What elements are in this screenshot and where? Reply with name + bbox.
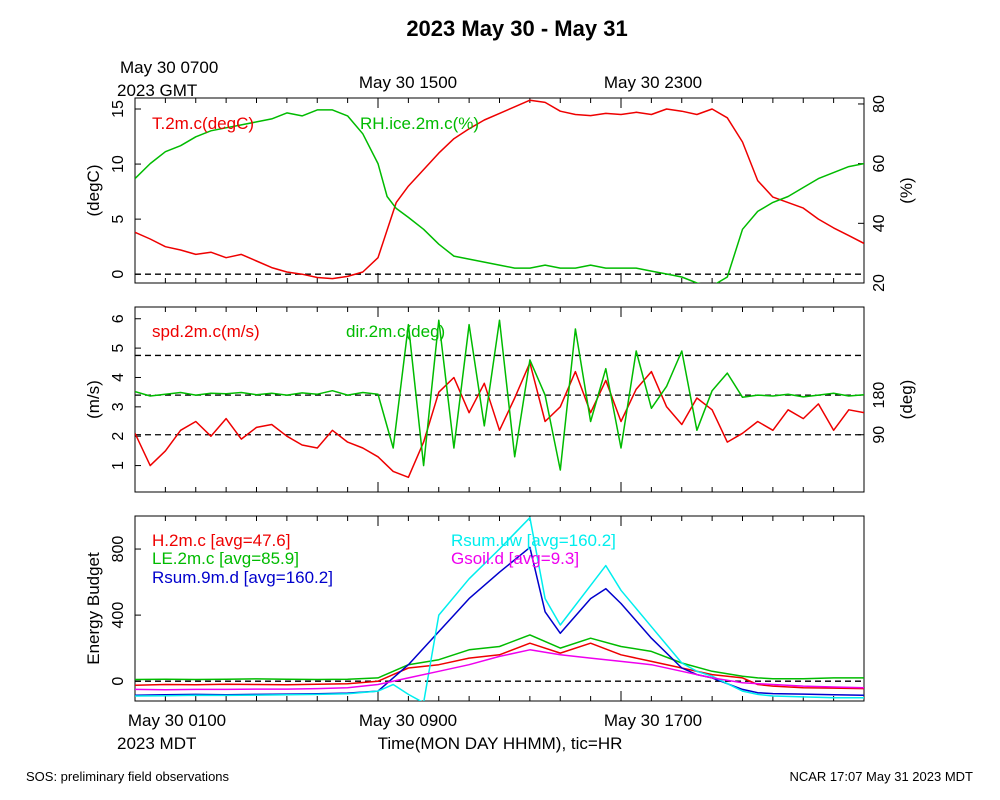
temp-series-1-line bbox=[135, 109, 864, 283]
legend-rh: RH.ice.2m.c(%) bbox=[360, 114, 479, 133]
temp-y-axis-label: (degC) bbox=[84, 165, 103, 217]
temp-y-tick-label: 10 bbox=[110, 155, 127, 173]
wind-y-right-tick-label: 90 bbox=[871, 426, 888, 444]
legend-spd: spd.2m.c(m/s) bbox=[152, 322, 260, 341]
energy-series-3-line bbox=[135, 516, 864, 701]
temp-y-right-axis-label: (%) bbox=[897, 177, 916, 203]
bottom-right-label: May 30 1700 bbox=[604, 711, 702, 730]
footer-left: SOS: preliminary field observations bbox=[26, 769, 230, 784]
wind-series-0-line bbox=[135, 362, 864, 479]
x-axis-label: Time(MON DAY HHMM), tic=HR bbox=[378, 734, 623, 753]
top-right-label: May 30 2300 bbox=[604, 73, 702, 92]
legend-dir: dir.2m.c(deg) bbox=[346, 322, 445, 341]
chart-title: 2023 May 30 - May 31 bbox=[406, 16, 627, 41]
legend-rsum-uw: Rsum.uw [avg=160.2] bbox=[451, 531, 616, 550]
legend-rsum9m: Rsum.9m.d [avg=160.2] bbox=[152, 568, 333, 587]
temperature-rh-panel: 0 5 10 15 20 40 60 80 (degC) (%) bbox=[84, 95, 916, 292]
wind-y-right-tick-label: 180 bbox=[871, 382, 888, 409]
bottom-left-label-2: 2023 MDT bbox=[117, 734, 196, 753]
temp-y-tick-label: 5 bbox=[110, 215, 127, 224]
temp-y-tick-label: 0 bbox=[110, 270, 127, 279]
top-mid-label: May 30 1500 bbox=[359, 73, 457, 92]
energy-y-tick-label: 800 bbox=[110, 536, 127, 563]
wind-y-tick-label: 3 bbox=[110, 402, 127, 411]
temp-y-right-tick-label: 60 bbox=[871, 155, 888, 173]
wind-y-tick-label: 6 bbox=[110, 314, 127, 323]
temp-y-right-tick-label: 20 bbox=[871, 274, 888, 292]
temp-y-right-tick-label: 40 bbox=[871, 214, 888, 232]
bottom-mid-label: May 30 0900 bbox=[359, 711, 457, 730]
wind-y-tick-label: 2 bbox=[110, 432, 127, 441]
energy-y-tick-label: 0 bbox=[110, 677, 127, 686]
temp-y-tick-label: 15 bbox=[110, 100, 127, 118]
wind-y-tick-label: 5 bbox=[110, 344, 127, 353]
energy-budget-panel: 0 400 800 Energy Budget bbox=[84, 515, 865, 702]
footer-right: NCAR 17:07 May 31 2023 MDT bbox=[789, 769, 973, 784]
energy-y-tick-label: 400 bbox=[110, 602, 127, 629]
wind-y-tick-label: 4 bbox=[110, 373, 127, 382]
legend-t2m: T.2m.c(degC) bbox=[152, 114, 254, 133]
wind-y-tick-label: 1 bbox=[110, 461, 127, 470]
energy-series-4-line bbox=[135, 649, 864, 691]
energy-series-1-line bbox=[135, 634, 864, 681]
wind-y-axis-label: (m/s) bbox=[84, 380, 103, 419]
bottom-left-label-1: May 30 0100 bbox=[128, 711, 226, 730]
legend-le: LE.2m.c [avg=85.9] bbox=[152, 549, 299, 568]
temp-y-right-tick-label: 80 bbox=[871, 95, 888, 113]
legend-gsoil: Gsoil.d [avg=9.3] bbox=[451, 549, 579, 568]
temp-series-0-line bbox=[135, 99, 864, 280]
top-gmt-label-2: 2023 GMT bbox=[117, 81, 197, 100]
wind-panel: 1 2 3 4 5 6 90 180 (m/s) (deg) bbox=[84, 306, 916, 493]
wind-series-1-line bbox=[135, 319, 864, 471]
energy-y-axis-label: Energy Budget bbox=[84, 552, 103, 665]
top-gmt-label-1: May 30 0700 bbox=[120, 58, 218, 77]
energy-series-0-line bbox=[135, 642, 864, 690]
legend-h: H.2m.c [avg=47.6] bbox=[152, 531, 290, 550]
wind-y-right-axis-label: (deg) bbox=[897, 380, 916, 420]
